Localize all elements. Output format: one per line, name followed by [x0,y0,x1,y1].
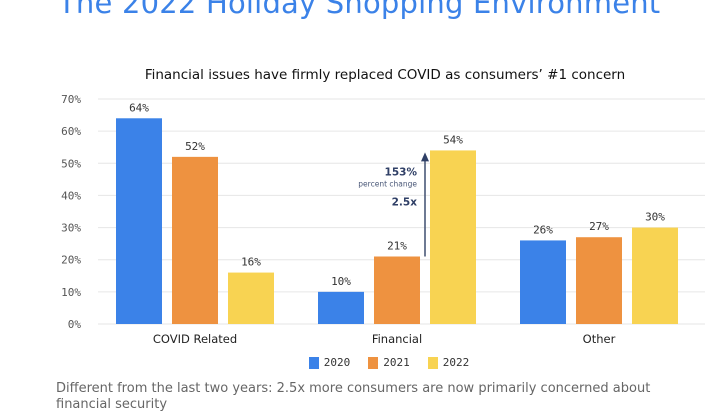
annotation-percent-change: 153% [385,166,418,178]
legend: 2020 2021 2022 [0,356,720,369]
data-label: 16% [241,256,261,269]
annotation-multiple: 2.5x [392,196,418,208]
y-tick-label: 20% [61,254,81,267]
arrow-up-icon [421,152,429,162]
y-tick-label: 10% [61,286,81,299]
y-axis-ticks: 0% 10% 20% 30% 40% 50% 60% 70% [61,93,81,331]
annotation-caption: percent change [358,179,417,188]
change-annotation: 153% percent change 2.5x [358,152,429,257]
data-labels: 64% 52% 16% 10% 21% 54% 26% 27% 30% [129,101,665,288]
category-label: Financial [372,332,422,346]
data-label: 30% [645,211,665,224]
bar-2020-other [520,240,566,324]
data-label: 54% [443,133,463,146]
bar-2021-other [576,237,622,324]
data-label: 10% [331,275,351,288]
footnote: Different from the last two years: 2.5x … [56,381,651,412]
bar-2022-covid-related [228,272,274,324]
legend-swatch-2022 [427,356,438,369]
legend-label: 2022 [442,356,470,369]
y-tick-label: 0% [68,318,82,331]
y-tick-label: 50% [61,157,81,170]
legend-label: 2020 [323,356,351,369]
legend-item-2022[interactable]: 2022 [427,356,470,369]
bar-2021-financial [374,256,420,324]
chart-title: Financial issues have firmly replaced CO… [144,67,626,83]
legend-label: 2021 [383,356,410,369]
category-label: COVID Related [153,332,237,346]
page-title: The 2022 Holiday Shopping Environment [58,0,661,20]
legend-swatch-2021 [368,356,379,369]
y-tick-label: 60% [61,125,81,138]
y-tick-label: 30% [61,222,81,235]
bar-2020-financial [318,291,364,324]
bars [116,118,678,325]
legend-item-2020[interactable]: 2020 [308,356,351,369]
bar-2020-covid-related [116,118,162,325]
y-tick-label: 40% [61,189,81,202]
bar-2022-financial [430,150,476,324]
bar-2022-other [632,227,678,324]
y-tick-label: 70% [61,93,81,106]
data-label: 21% [387,240,407,253]
category-label: Other [583,332,616,346]
data-label: 26% [533,223,553,236]
data-label: 64% [129,101,149,114]
data-label: 27% [589,220,609,233]
category-labels: COVID Related Financial Other [153,332,616,346]
data-label: 52% [185,140,205,153]
legend-item-2021[interactable]: 2021 [368,356,410,369]
bar-2021-covid-related [172,156,218,324]
legend-swatch-2020 [308,356,319,369]
